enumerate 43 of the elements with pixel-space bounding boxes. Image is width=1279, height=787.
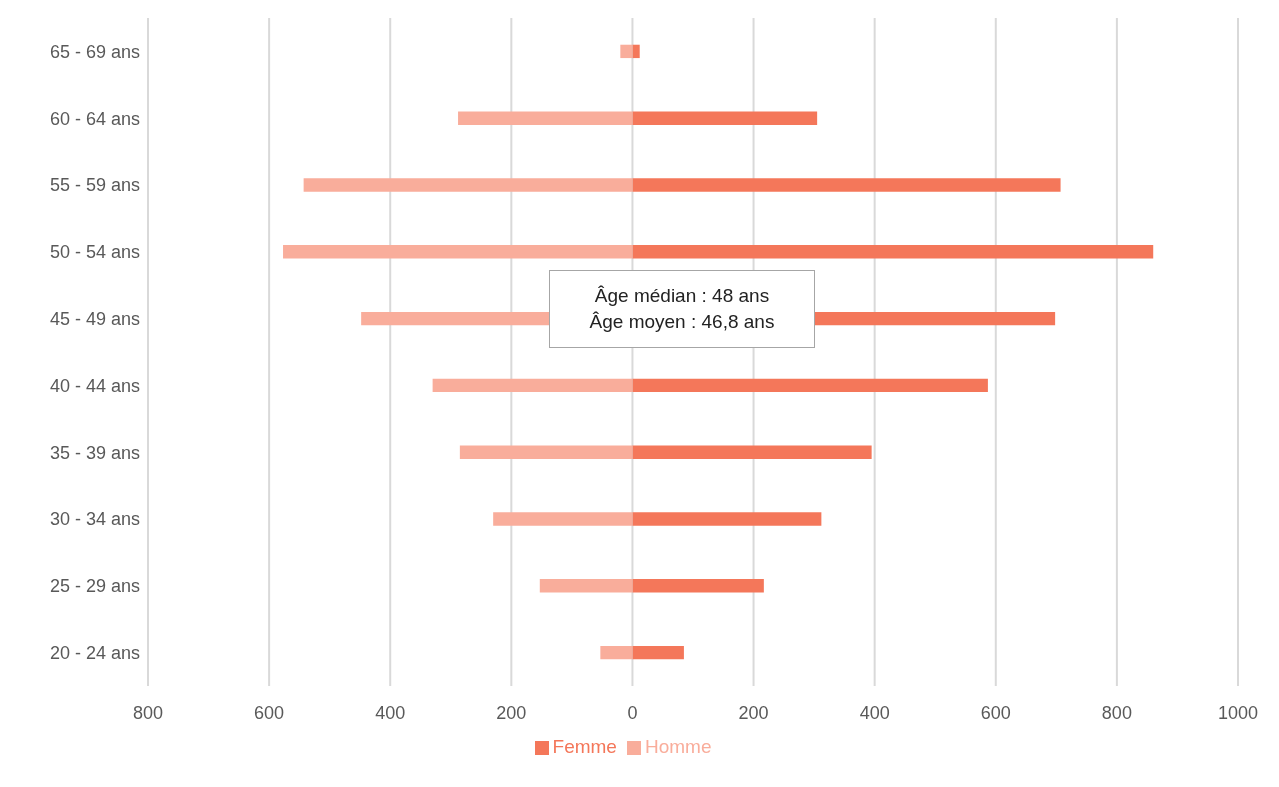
bar bbox=[459, 445, 633, 459]
bar bbox=[632, 44, 640, 59]
x-tick-label: 0 bbox=[627, 702, 638, 723]
x-tick-label: 600 bbox=[254, 702, 285, 723]
y-tick-label: 20 - 24 ans bbox=[49, 642, 140, 663]
y-tick-label: 50 - 54 ans bbox=[49, 242, 140, 263]
bar bbox=[620, 44, 633, 59]
bar bbox=[539, 579, 633, 593]
x-tick-label: 200 bbox=[496, 702, 527, 723]
y-tick-label: 35 - 39 ans bbox=[49, 442, 140, 463]
bar bbox=[632, 579, 764, 593]
legend-label: Femme bbox=[552, 736, 617, 757]
bar bbox=[283, 245, 633, 259]
y-tick-label: 30 - 34 ans bbox=[49, 509, 140, 530]
annotation: Âge moyen : 46,8 ans bbox=[588, 310, 776, 334]
y-tick-label: 45 - 49 ans bbox=[49, 308, 140, 329]
bar bbox=[632, 512, 822, 526]
bar bbox=[632, 245, 1154, 259]
x-tick-label: 800 bbox=[1101, 702, 1132, 723]
legend-label: Homme bbox=[644, 736, 712, 757]
x-tick-label: 400 bbox=[375, 702, 406, 723]
bar bbox=[432, 378, 633, 393]
bar bbox=[600, 645, 633, 660]
bar bbox=[303, 178, 633, 192]
bar bbox=[632, 178, 1061, 192]
bar bbox=[632, 645, 684, 660]
y-tick-label: 40 - 44 ans bbox=[49, 375, 140, 396]
note-box: Âge médian : 48 ans Âge moyen : 46,8 ans bbox=[549, 270, 815, 348]
x-tick-label: 200 bbox=[738, 702, 769, 723]
bar bbox=[632, 111, 818, 125]
x-tick-label: 1000 bbox=[1217, 702, 1259, 723]
bar bbox=[632, 378, 988, 393]
x-tick-label: 600 bbox=[980, 702, 1011, 723]
annotation: Âge médian : 48 ans bbox=[593, 284, 771, 308]
y-tick-label: 60 - 64 ans bbox=[49, 108, 140, 129]
x-tick-label: 800 bbox=[132, 702, 164, 723]
bar bbox=[458, 111, 633, 125]
y-tick-label: 65 - 69 ans bbox=[49, 41, 140, 62]
x-tick-label: 400 bbox=[859, 702, 890, 723]
bar bbox=[632, 445, 872, 459]
y-tick-label: 55 - 59 ans bbox=[49, 175, 140, 196]
bar bbox=[493, 512, 633, 526]
y-tick-label: 25 - 29 ans bbox=[49, 576, 140, 597]
